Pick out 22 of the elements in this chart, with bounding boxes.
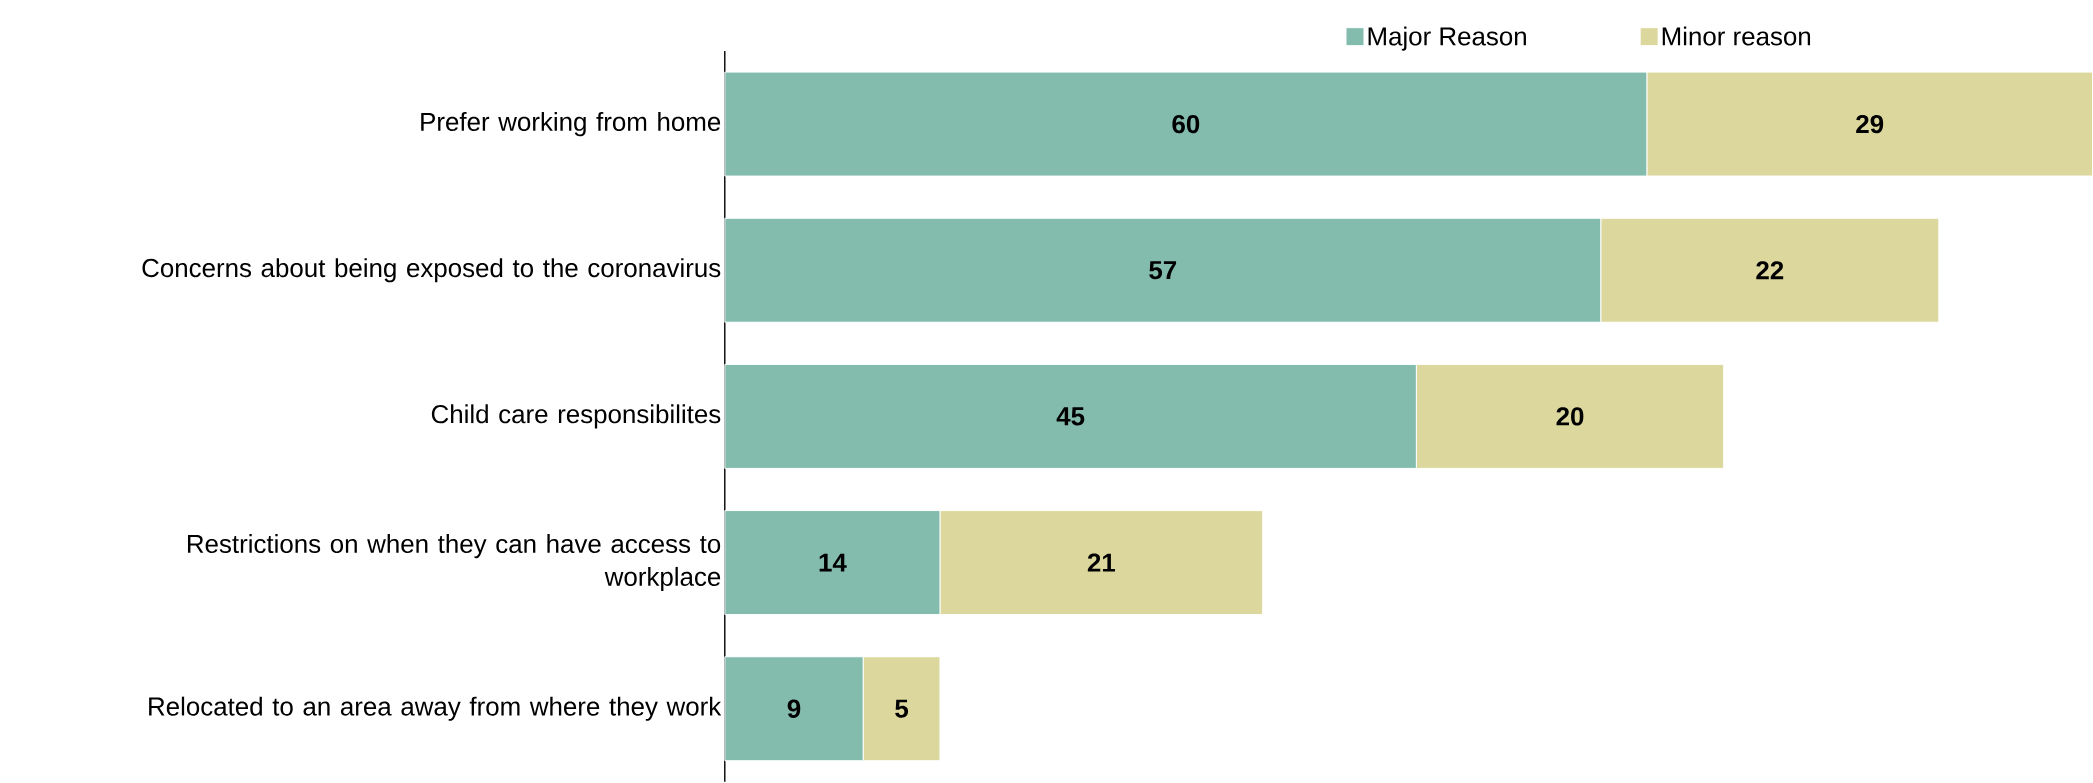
bar xyxy=(1600,217,1940,323)
y-tick-label: Concerns about being exposed to the coronavirus xyxy=(142,258,721,283)
bar xyxy=(1646,71,2093,177)
data-label: 5 xyxy=(895,699,909,718)
bar xyxy=(1415,364,1725,470)
data-label: 9 xyxy=(787,699,801,719)
data-label: 14 xyxy=(819,553,847,572)
data-label: 22 xyxy=(1756,261,1784,280)
data-label: 20 xyxy=(1556,407,1584,426)
bar xyxy=(862,656,941,762)
data-label: 60 xyxy=(1172,115,1200,134)
bar xyxy=(939,510,1264,616)
data-label: 21 xyxy=(1087,553,1116,572)
data-label: 29 xyxy=(1856,115,1884,134)
y-tick-label: Restrictions on when they can have access to workplace xyxy=(187,534,721,592)
y-tick-label: Child care responsibilites xyxy=(431,404,721,429)
legend-label: Minor reason xyxy=(1662,26,1811,46)
legend-label: Major Reason xyxy=(1368,26,1526,51)
y-tick-label: Prefer working from home xyxy=(421,112,721,137)
data-label: 45 xyxy=(1056,407,1085,426)
y-tick-label: Relocated to an area away from where they work xyxy=(149,696,722,722)
data-label: 57 xyxy=(1149,261,1177,280)
